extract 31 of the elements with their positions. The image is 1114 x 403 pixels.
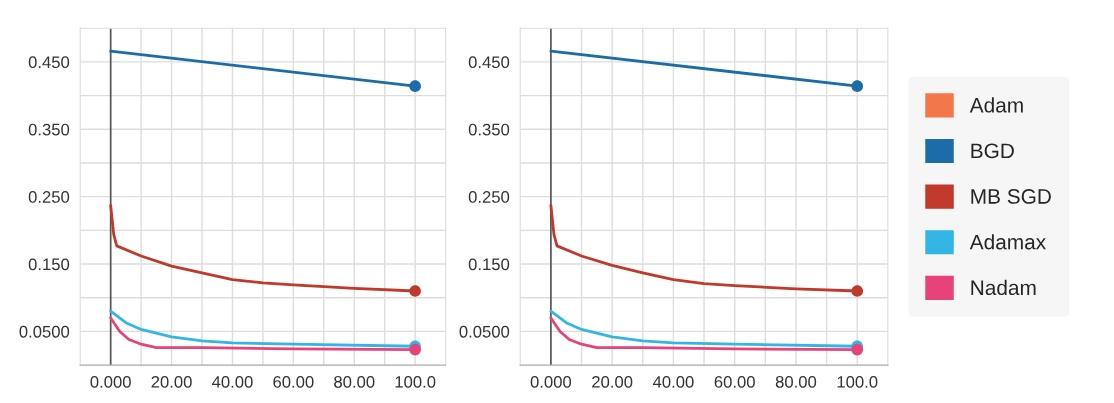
- point: [851, 80, 864, 92]
- x-tick-label: 20.00: [592, 375, 633, 388]
- x-tick-label: 80.00: [775, 375, 817, 388]
- x-tick-label: 0.000: [530, 375, 572, 388]
- point: [851, 285, 864, 297]
- y-tick-label: 0.350: [468, 123, 510, 136]
- y-tick-label: 0.450: [28, 56, 70, 69]
- legend-label: MB SGD: [971, 189, 1051, 204]
- y-tick-label: 0.0500: [19, 325, 70, 338]
- x-tick-label: 60.00: [273, 375, 314, 388]
- x-tick-label: 0.000: [90, 375, 131, 388]
- point: [409, 285, 421, 297]
- y-tick-label: 0.450: [468, 56, 510, 69]
- x-tick-label: 100.0: [837, 375, 878, 388]
- x-tick-label: 40.00: [652, 375, 694, 388]
- legend-label: BGD: [971, 143, 1014, 159]
- y-tick-label: 0.0500: [459, 325, 510, 338]
- legend-label: Adam: [969, 97, 1023, 113]
- x-tick-label: 100.0: [395, 375, 436, 388]
- y-tick-label: 0.150: [28, 258, 70, 271]
- x-tick-label: 20.00: [151, 375, 192, 388]
- y-tick-label: 0.250: [28, 191, 70, 203]
- y-tick-label: 0.250: [468, 191, 510, 203]
- legend-label: Nadam: [971, 279, 1036, 296]
- point: [409, 80, 421, 92]
- y-tick-label: 0.350: [28, 123, 70, 136]
- x-tick-label: 40.00: [211, 375, 253, 388]
- x-tick-label: 80.00: [334, 375, 375, 388]
- legend-label: Adamax: [969, 234, 1046, 250]
- x-tick-label: 60.00: [714, 375, 755, 388]
- y-tick-label: 0.150: [468, 258, 510, 271]
